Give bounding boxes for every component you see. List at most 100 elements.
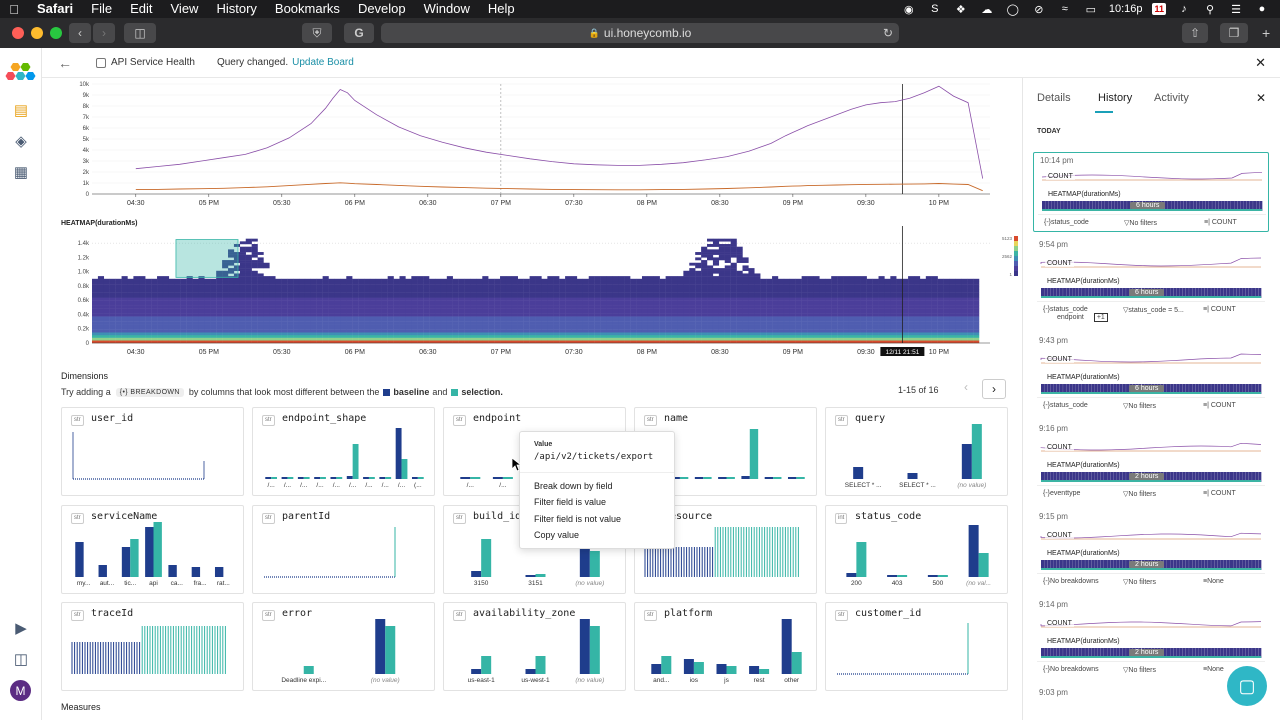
dimension-histogram[interactable]: and... ios js rest other <box>635 603 818 692</box>
boards-grid-icon[interactable]: ▦ <box>13 164 29 181</box>
wifi-icon[interactable]: ≈ <box>1061 3 1068 15</box>
history-entry[interactable]: 10:14 pm COUNT HEATMAP(durationMs) 6 hours {… <box>1033 152 1269 232</box>
dropbox-icon[interactable]: ❖ <box>955 3 966 16</box>
dimension-histogram[interactable]: Deadline expi... (no value) <box>253 603 436 692</box>
avatar[interactable]: M <box>10 680 31 701</box>
break-down-by-field-action[interactable]: Break down by field <box>534 481 613 491</box>
dimension-card-serviceName[interactable]: str serviceName my... aut... tic... api ca... f… <box>61 505 244 594</box>
mute-icon[interactable]: ⊘ <box>1034 3 1044 16</box>
dimension-card-endpoint-shape[interactable]: str endpoint_shape/.../.../.../.../.../..… <box>252 407 435 496</box>
baseline-bar <box>525 669 536 674</box>
history-entry[interactable]: 9:16 pm COUNT HEATMAP(durationMs) 2 hours {-… <box>1033 424 1269 498</box>
dimension-name: endpoint_shape <box>282 413 367 424</box>
reload-icon[interactable]: ↻ <box>882 26 893 40</box>
dimension-histogram[interactable]: /... /... /... /... /... /... /... /... /... (... <box>253 408 436 497</box>
menu-help[interactable]: Help <box>487 1 515 16</box>
count-line-chart[interactable]: 0 1k 2k 3k 4k 5k 6k 7k 8k 9k 10k 04:30 05 PM 05:30 06 … <box>42 78 1022 218</box>
apple-icon[interactable]:  <box>0 2 28 17</box>
dimension-histogram[interactable]: my... aut... tic... api ca... fra... rat... <box>62 506 245 595</box>
tab-details[interactable]: Details <box>1037 92 1071 104</box>
dimension-histogram[interactable]: 200 403 500 (no val... <box>826 506 1009 595</box>
dimension-card-availability-zone[interactable]: str availability_zone us-east-1 us-west-1 (n… <box>443 602 626 691</box>
x-tick-label: 08:30 <box>711 200 729 207</box>
siri-icon[interactable]: ● <box>1258 3 1266 15</box>
clock-text[interactable]: 10:16p <box>1108 3 1143 15</box>
history-entry[interactable]: 9:03 pm <box>1033 688 1269 700</box>
history-entry[interactable]: 9:43 pm COUNT HEATMAP(durationMs) 6 hours {-… <box>1033 336 1269 410</box>
panel-close-icon[interactable]: ✕ <box>1256 91 1267 105</box>
dimension-card-error[interactable]: str error Deadline expi... (no value) <box>252 602 435 691</box>
filter-is-not-value-action[interactable]: Filter field is not value <box>534 514 622 524</box>
dimension-histogram[interactable]: SELECT * ... SELECT * ... (no value) <box>826 408 1009 497</box>
tab-activity[interactable]: Activity <box>1154 92 1189 104</box>
dimension-card-resource[interactable]: strresource <box>634 505 817 594</box>
sidebar-toggle-icon[interactable]: ◫ <box>124 23 156 43</box>
airplay-icon[interactable]: ▭ <box>1085 3 1097 16</box>
skype-icon[interactable]: S <box>931 3 939 15</box>
menu-develop[interactable]: Develop <box>357 1 406 16</box>
dimension-histogram[interactable] <box>826 603 1009 692</box>
announcements-megaphone-icon[interactable]: ▶ <box>15 620 27 637</box>
copy-value-action[interactable]: Copy value <box>534 530 580 540</box>
breadcrumb[interactable]: API Service Health <box>111 57 195 68</box>
dimension-histogram[interactable]: us-east-1 us-west-1 (no value) <box>444 603 627 692</box>
menu-view[interactable]: View <box>170 1 199 16</box>
record-icon[interactable]: ◉ <box>904 3 914 16</box>
menu-file[interactable]: File <box>91 1 113 16</box>
history-entry[interactable]: 9:54 pm COUNT HEATMAP(durationMs) 6 hours {-… <box>1033 240 1269 322</box>
dimension-histogram[interactable] <box>253 506 436 595</box>
dimension-card-customer-id[interactable]: str customer_id <box>825 602 1008 691</box>
menu-bookmarks[interactable]: Bookmarks <box>274 1 340 16</box>
dimension-card-user-id[interactable]: str user_id <box>61 407 244 496</box>
menu-app-name[interactable]: Safari <box>37 1 74 16</box>
menu-edit[interactable]: Edit <box>130 1 153 16</box>
heatmap-chart[interactable]: 0 0.2k 0.4k 0.6k 0.8k 1.0k 1.2k 1.4k 04:30 05 PM 0… <box>42 226 1022 366</box>
dimension-histogram[interactable] <box>635 506 818 595</box>
pager-next-button[interactable]: › <box>982 379 1006 399</box>
new-tab-icon[interactable]: + <box>1262 25 1271 41</box>
menu-window[interactable]: Window <box>423 1 470 16</box>
circle-icon[interactable]: ◯ <box>1006 3 1019 16</box>
x-tick-label: 09 PM <box>783 200 803 207</box>
pager-prev-button[interactable]: ‹ <box>964 380 968 394</box>
window-minimize-button[interactable] <box>31 27 43 39</box>
dimension-histogram[interactable] <box>62 603 245 692</box>
history-entry[interactable]: 9:14 pm COUNT HEATMAP(durationMs) 2 hours {-… <box>1033 600 1269 674</box>
spotlight-search-icon[interactable]: ⚲ <box>1205 3 1215 16</box>
docs-book-icon[interactable]: ◫ <box>13 651 29 668</box>
dimension-card-platform[interactable]: str platform and... ios js rest other <box>634 602 817 691</box>
honeycomb-logo[interactable] <box>5 60 37 86</box>
back-arrow-icon[interactable]: ← <box>58 54 72 71</box>
dimension-card-status-code[interactable]: int status_code 200 403 500 (no val... <box>825 505 1008 594</box>
datasets-cube-icon[interactable]: ◈ <box>15 133 27 150</box>
dimension-histogram[interactable]: 3150 3151 (no value) <box>444 506 627 595</box>
calendar-icon[interactable]: 11 <box>1152 3 1166 15</box>
chat-launcher-button[interactable]: ▢ <box>1227 666 1267 706</box>
history-heatmap-label: HEATMAP(durationMs) <box>1045 638 1122 645</box>
tab-history[interactable]: History <box>1098 92 1133 104</box>
menu-list-icon[interactable]: ☰ <box>1231 3 1241 16</box>
history-entry[interactable]: 9:15 pm COUNT HEATMAP(durationMs) 2 hours {-… <box>1033 512 1269 586</box>
dimension-card-parentId[interactable]: str parentId <box>252 505 435 594</box>
dimension-card-traceId[interactable]: str traceId <box>61 602 244 691</box>
shield-icon[interactable]: ⛨ <box>302 23 332 43</box>
dimension-histogram[interactable] <box>62 408 245 497</box>
window-close-button[interactable] <box>12 27 24 39</box>
back-button[interactable]: ‹ <box>69 23 91 43</box>
cloud-icon[interactable]: ☁ <box>981 3 993 16</box>
close-icon[interactable]: ✕ <box>1255 54 1266 70</box>
filter-is-value-action[interactable]: Filter field is value <box>534 497 607 507</box>
window-zoom-button[interactable] <box>50 27 62 39</box>
dimension-card-query[interactable]: str query SELECT * ... SELECT * ... (no valu… <box>825 407 1008 496</box>
share-icon[interactable]: ⇧ <box>1182 23 1208 43</box>
query-builder-icon[interactable]: ▤ <box>13 102 29 119</box>
heatmap-selection-box[interactable] <box>175 239 239 278</box>
grammarly-icon[interactable]: G <box>344 23 374 43</box>
menu-history[interactable]: History <box>216 1 257 16</box>
y-tick-label: 3k <box>83 159 90 165</box>
address-bar[interactable]: 🔒 ui.honeycomb.io ↻ <box>381 23 899 43</box>
forward-button[interactable]: › <box>93 23 115 43</box>
tabs-overview-icon[interactable]: ❐ <box>1220 23 1248 43</box>
volume-icon[interactable]: ♪ <box>1181 3 1187 15</box>
update-board-link[interactable]: Update Board <box>292 57 354 68</box>
